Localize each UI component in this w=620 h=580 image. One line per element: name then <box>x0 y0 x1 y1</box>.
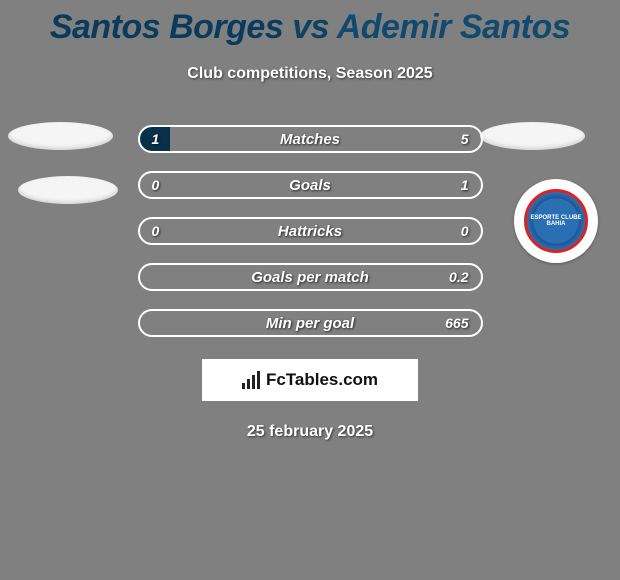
stat-label: Hattricks <box>278 223 342 240</box>
stat-left-value: 1 <box>152 131 160 147</box>
stat-right-value: 5 <box>461 131 469 147</box>
club-badge-text: ESPORTE CLUBE BAHIA <box>527 215 585 227</box>
stat-row: 1 Matches 5 <box>138 125 483 153</box>
stat-label: Goals per match <box>251 269 369 286</box>
stat-row: Min per goal 665 <box>138 309 483 337</box>
club-badge-inner: ESPORTE CLUBE BAHIA <box>524 189 588 253</box>
stat-label: Min per goal <box>266 315 354 332</box>
player1-club-placeholder <box>18 176 118 204</box>
player2-club-badge: ESPORTE CLUBE BAHIA <box>514 179 598 263</box>
player2-avatar-placeholder <box>480 122 585 150</box>
subtitle: Club competitions, Season 2025 <box>0 65 620 83</box>
stat-right-value: 665 <box>445 315 468 331</box>
chart-icon <box>242 371 260 389</box>
vs-text: vs <box>292 8 329 46</box>
stat-row: 0 Goals 1 <box>138 171 483 199</box>
player1-name: Santos Borges <box>50 8 283 46</box>
stat-row: Goals per match 0.2 <box>138 263 483 291</box>
stat-left-value: 0 <box>152 177 160 193</box>
watermark: FcTables.com <box>202 359 418 401</box>
player1-avatar-placeholder <box>8 122 113 150</box>
date-text: 25 february 2025 <box>0 423 620 441</box>
stat-label: Matches <box>280 131 340 148</box>
watermark-text: FcTables.com <box>266 370 378 390</box>
stat-row: 0 Hattricks 0 <box>138 217 483 245</box>
player2-name: Ademir Santos <box>337 8 570 46</box>
stat-label: Goals <box>289 177 331 194</box>
stat-right-value: 0 <box>461 223 469 239</box>
stat-right-value: 0.2 <box>449 269 468 285</box>
stat-left-value: 0 <box>152 223 160 239</box>
page-title: Santos Borges vs Ademir Santos <box>0 0 620 47</box>
stat-right-value: 1 <box>461 177 469 193</box>
